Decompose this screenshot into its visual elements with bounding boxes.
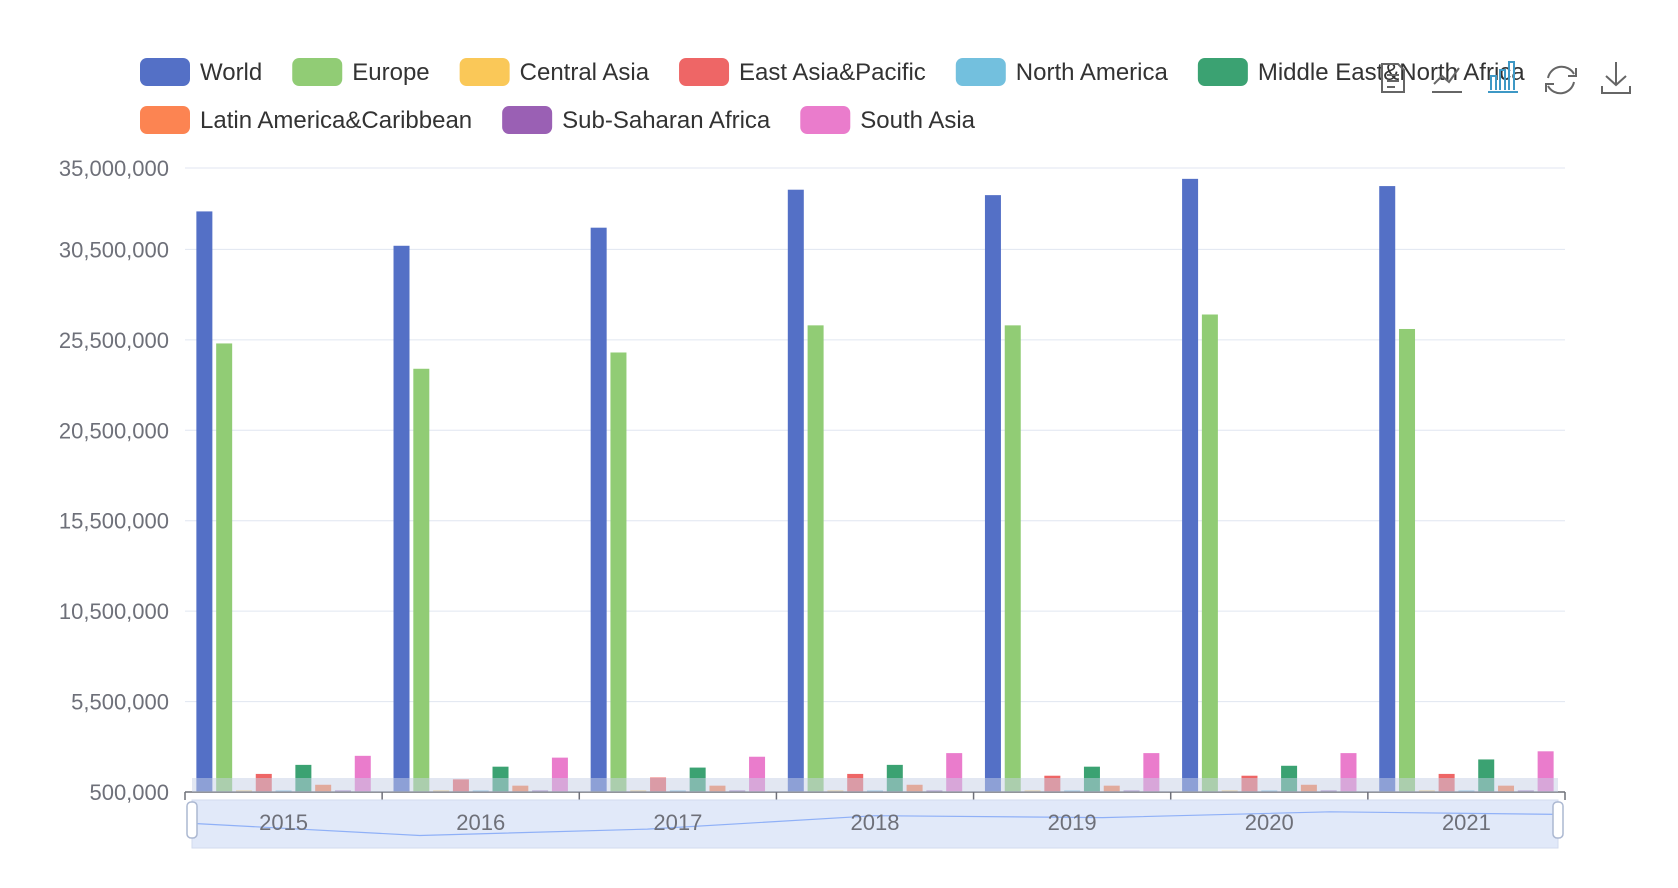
legend-label: Latin America&Caribbean [200, 107, 472, 134]
legend-item-north-america[interactable]: North America [955, 58, 1169, 86]
bar-europe-2017[interactable] [610, 352, 627, 792]
legend-swatch [1197, 58, 1248, 86]
datazoom-slider[interactable]: 2015 2016 2017 2018 2019 2020 2021 [186, 778, 1564, 849]
x-tick-label: 2021 [1442, 810, 1491, 835]
legend-item-central-asia[interactable]: Central Asia [459, 58, 650, 86]
x-tick-label: 2017 [653, 810, 702, 835]
datazoom-start-handle[interactable] [186, 801, 198, 839]
datazoom-move-handle[interactable] [192, 778, 1558, 792]
legend-swatch [955, 58, 1006, 86]
y-axis: 500,000 5,500,000 10,500,000 15,500,000 20,5… [59, 156, 169, 805]
download-icon[interactable] [1601, 62, 1631, 94]
legend-label: Central Asia [520, 59, 650, 86]
bar-europe-2021[interactable] [1399, 328, 1416, 792]
bar-europe-2018[interactable] [807, 325, 824, 792]
datazoom-data-shadow [191, 811, 1559, 837]
line-chart-icon[interactable] [1432, 67, 1462, 93]
bar-series [196, 178, 1554, 792]
x-axis [184, 791, 1566, 800]
bar-europe-2019[interactable] [1004, 325, 1021, 792]
y-tick-label: 30,500,000 [59, 237, 169, 262]
legend-label: Sub-Saharan Africa [562, 107, 771, 134]
legend-swatch [502, 106, 553, 134]
y-tick-label: 5,500,000 [71, 690, 169, 715]
y-tick-label: 500,000 [89, 780, 169, 805]
datazoom-selected-range[interactable] [191, 799, 1559, 849]
bar-europe-2020[interactable] [1201, 314, 1218, 792]
x-tick-label: 2016 [456, 810, 505, 835]
bar-world-2015[interactable] [196, 211, 213, 792]
bar-europe-2015[interactable] [216, 343, 233, 792]
bar-world-2019[interactable] [984, 195, 1001, 792]
legend-swatch [800, 106, 851, 134]
y-tick-label: 25,500,000 [59, 328, 169, 353]
legend-swatch [459, 58, 510, 86]
legend-item-europe[interactable]: Europe [292, 58, 430, 86]
chart-legend: World Europe Central Asia East Asia&Pacific… [140, 58, 1525, 134]
bar-world-2017[interactable] [590, 227, 607, 792]
legend-label: South Asia [860, 107, 975, 134]
chart-grid [185, 167, 1565, 793]
legend-label: Europe [352, 59, 429, 86]
y-tick-label: 35,000,000 [59, 156, 169, 181]
datazoom-end-handle[interactable] [1552, 801, 1564, 839]
y-tick-label: 10,500,000 [59, 599, 169, 624]
legend-swatch [140, 106, 190, 134]
legend-item-east-asia-pacific[interactable]: East Asia&Pacific [679, 58, 926, 86]
data-view-icon[interactable] [1381, 63, 1405, 93]
legend-item-middle-east-north-africa[interactable]: Middle East&North Africa [1197, 58, 1525, 86]
series-europe [216, 314, 1416, 792]
legend-item-south-asia[interactable]: South Asia [800, 106, 976, 134]
bar-world-2020[interactable] [1182, 178, 1199, 792]
legend-swatch [292, 58, 343, 86]
series-world [196, 178, 1396, 792]
bar-world-2021[interactable] [1379, 186, 1396, 792]
x-tick-label: 2019 [1048, 810, 1097, 835]
bar-world-2018[interactable] [787, 189, 804, 792]
y-tick-label: 15,500,000 [59, 509, 169, 534]
bar-world-2016[interactable] [393, 245, 410, 792]
bar-chart-icon[interactable] [1488, 61, 1518, 93]
legend-label: East Asia&Pacific [739, 59, 926, 86]
x-tick-label: 2018 [851, 810, 900, 835]
chart-toolbox [1381, 61, 1631, 95]
legend-item-latin-america-caribbean[interactable]: Latin America&Caribbean [140, 106, 472, 134]
y-tick-label: 20,500,000 [59, 418, 169, 443]
refresh-icon[interactable] [1545, 65, 1577, 95]
x-tick-label: 2020 [1245, 810, 1294, 835]
bar-europe-2016[interactable] [413, 368, 430, 792]
legend-item-sub-saharan-africa[interactable]: Sub-Saharan Africa [502, 106, 771, 134]
legend-swatch [140, 58, 190, 86]
legend-swatch [679, 58, 730, 86]
x-tick-label: 2015 [259, 810, 308, 835]
legend-label: North America [1016, 59, 1169, 86]
legend-label: World [200, 59, 262, 86]
legend-item-world[interactable]: World [140, 58, 262, 86]
